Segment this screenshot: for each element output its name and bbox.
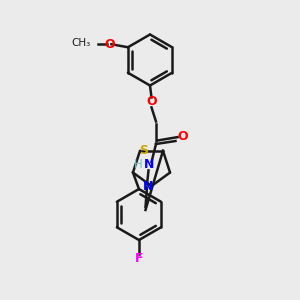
Text: CH₃: CH₃ bbox=[71, 38, 90, 48]
Text: N: N bbox=[143, 179, 153, 193]
Text: O: O bbox=[146, 95, 157, 109]
Text: O: O bbox=[177, 130, 188, 143]
Text: N: N bbox=[144, 158, 154, 172]
Text: F: F bbox=[135, 252, 143, 265]
Text: O: O bbox=[105, 38, 115, 51]
Text: S: S bbox=[139, 144, 148, 157]
Text: H: H bbox=[134, 158, 142, 172]
